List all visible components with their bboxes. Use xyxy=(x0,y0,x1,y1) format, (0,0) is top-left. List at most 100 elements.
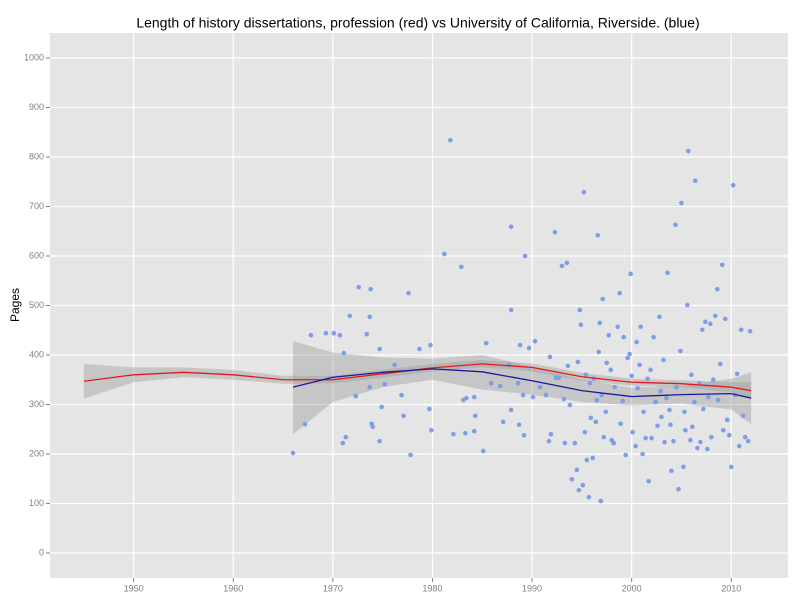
data-point xyxy=(370,424,375,430)
data-point xyxy=(685,302,690,308)
data-point xyxy=(500,419,506,425)
data-point xyxy=(601,434,607,440)
data-point xyxy=(595,232,601,238)
y-axis-label: Pages xyxy=(8,288,22,322)
data-point xyxy=(367,314,373,320)
data-point xyxy=(623,452,628,458)
data-point xyxy=(669,468,674,474)
data-point xyxy=(356,284,362,290)
data-point xyxy=(615,324,620,330)
data-point xyxy=(587,380,593,386)
data-point xyxy=(590,455,596,461)
data-point xyxy=(709,434,714,440)
data-point xyxy=(471,428,477,434)
data-point xyxy=(515,380,521,386)
data-point xyxy=(597,320,603,326)
data-point xyxy=(686,148,691,154)
data-point xyxy=(331,330,337,336)
data-point xyxy=(604,360,610,366)
data-point xyxy=(406,290,411,296)
data-point xyxy=(556,375,562,381)
data-point xyxy=(586,494,592,500)
data-point xyxy=(635,385,640,391)
data-point xyxy=(588,415,594,421)
data-point xyxy=(603,409,609,415)
data-point xyxy=(341,350,347,356)
data-point xyxy=(640,451,645,457)
data-point xyxy=(559,263,565,269)
data-point xyxy=(682,409,687,415)
data-point xyxy=(681,464,686,470)
data-point xyxy=(690,424,695,430)
chart-title: Length of history dissertations, profess… xyxy=(136,15,699,31)
data-point xyxy=(641,409,646,415)
data-point xyxy=(643,435,648,441)
data-point xyxy=(734,371,740,377)
x-tick-label: 1970 xyxy=(323,583,343,593)
smooth-line xyxy=(292,368,752,399)
data-point xyxy=(658,388,663,394)
data-point xyxy=(695,445,700,451)
y-tick-label: 800 xyxy=(29,151,44,161)
data-point xyxy=(648,367,653,373)
data-point xyxy=(720,427,726,433)
ribbons xyxy=(83,341,752,435)
data-point xyxy=(678,348,683,354)
data-point xyxy=(575,359,581,365)
data-point xyxy=(576,487,582,493)
data-point xyxy=(472,413,478,419)
data-point xyxy=(302,422,308,427)
data-point xyxy=(488,380,494,386)
data-point xyxy=(637,362,642,368)
data-point xyxy=(728,464,734,470)
data-point xyxy=(717,361,723,367)
data-point xyxy=(379,404,384,410)
data-point xyxy=(693,178,698,184)
data-point xyxy=(569,476,575,482)
data-point xyxy=(347,313,353,319)
data-point xyxy=(521,432,527,438)
data-point xyxy=(364,331,370,337)
data-point xyxy=(724,417,730,423)
lines xyxy=(83,363,752,399)
y-tick-label: 300 xyxy=(29,399,44,409)
data-point xyxy=(547,354,553,360)
data-point xyxy=(738,327,744,333)
data-point xyxy=(649,435,654,441)
data-point xyxy=(679,200,684,206)
data-point xyxy=(353,393,359,399)
y-tick-label: 500 xyxy=(29,300,44,310)
data-point xyxy=(667,407,672,413)
data-point xyxy=(323,330,329,336)
data-point xyxy=(459,264,464,270)
data-point xyxy=(618,421,623,427)
data-point xyxy=(552,229,558,235)
data-point xyxy=(429,427,434,433)
data-point xyxy=(530,394,536,400)
data-point xyxy=(368,286,373,292)
data-point xyxy=(708,321,713,327)
data-point xyxy=(377,346,382,352)
data-point xyxy=(340,440,346,446)
data-point xyxy=(392,362,397,368)
data-point xyxy=(526,345,532,351)
data-point xyxy=(427,406,432,412)
data-point xyxy=(638,324,643,330)
data-point xyxy=(599,392,605,398)
x-tick-label: 2000 xyxy=(622,583,642,593)
data-point xyxy=(598,498,604,504)
data-point xyxy=(584,457,590,463)
data-point xyxy=(706,394,711,400)
data-point xyxy=(612,384,618,390)
y-tick-label: 400 xyxy=(29,349,44,359)
data-point xyxy=(617,290,622,296)
data-point xyxy=(655,423,660,429)
data-point xyxy=(664,395,669,401)
data-point xyxy=(520,392,526,398)
data-point xyxy=(633,443,638,449)
x-tick-label: 1960 xyxy=(223,583,243,593)
data-point xyxy=(711,377,716,383)
data-point xyxy=(399,392,404,398)
data-point xyxy=(688,437,693,443)
